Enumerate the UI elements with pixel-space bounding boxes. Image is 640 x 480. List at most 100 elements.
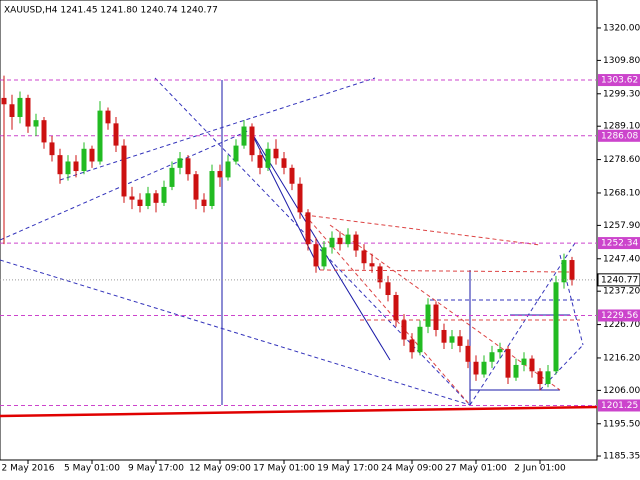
candle-body (553, 282, 559, 372)
candle-body (569, 260, 575, 280)
x-tick-label: 5 May 01:00 (64, 464, 120, 474)
candle-body (521, 358, 527, 365)
candle-body (409, 339, 415, 353)
candle-body (113, 123, 119, 146)
candle-body (145, 193, 151, 206)
candle-body (401, 320, 407, 340)
level-label-box (598, 237, 640, 250)
level-label: 1252.34 (601, 239, 638, 249)
x-tick-label: 17 May 01:00 (253, 464, 315, 474)
y-tick-label: 1299.30 (603, 89, 640, 99)
candle-body (49, 142, 55, 156)
y-tick-label: 1195.50 (603, 419, 640, 429)
x-tick-label: 9 May 17:00 (128, 464, 184, 474)
candle-body (97, 110, 103, 162)
candle-body (137, 199, 143, 206)
y-tick-label: 1309.80 (603, 56, 640, 66)
last-price-box (597, 273, 640, 287)
candle-body (545, 371, 551, 385)
last-price-label: 1240.77 (601, 275, 638, 285)
candle-body (305, 212, 311, 245)
candle-body (81, 148, 87, 172)
candle-body (297, 183, 303, 213)
y-tick-label: 1206.00 (603, 386, 640, 396)
candle-body (33, 120, 39, 127)
candle-body (441, 329, 447, 343)
candle-body (249, 126, 255, 156)
candle-body (25, 97, 31, 127)
candle-body (265, 148, 271, 168)
candle-body (497, 349, 503, 353)
y-tick-label: 1216.20 (603, 353, 640, 363)
candle-body (209, 171, 215, 206)
candle-body (177, 158, 183, 168)
x-tick-label: 24 May 09:00 (381, 464, 443, 474)
candle-body (169, 167, 175, 187)
candle-body (1, 97, 7, 105)
candle-body (361, 250, 367, 264)
candle-body (353, 234, 359, 251)
candle-body (121, 145, 127, 197)
candle-body (41, 120, 47, 143)
level-label-box (598, 399, 640, 412)
candle-body (321, 247, 327, 267)
candle-body (233, 145, 239, 162)
candle-body (473, 361, 479, 375)
y-tick-label: 1237.20 (603, 287, 640, 297)
y-tick-label: 1257.90 (603, 221, 640, 231)
candle-body (185, 158, 191, 175)
y-tick-label: 1320.00 (603, 23, 640, 33)
candle-body (313, 244, 319, 267)
x-tick-label: 12 May 09:00 (189, 464, 251, 474)
candle-body (449, 336, 455, 343)
level-label: 1286.08 (601, 131, 638, 141)
candle-body (201, 199, 207, 206)
candle-body (505, 349, 511, 378)
candle-body (65, 161, 71, 175)
candle-body (345, 234, 351, 245)
candle-body (105, 110, 111, 124)
candle-body (289, 167, 295, 184)
candle-body (425, 304, 431, 327)
candle-body (489, 352, 495, 362)
candle-body (369, 263, 375, 267)
x-tick-label: 2 Jun 01:00 (514, 464, 566, 474)
candle-body (385, 282, 391, 296)
candle-body (561, 260, 567, 283)
candle-body (537, 371, 543, 385)
candle-body (481, 361, 487, 375)
candle-body (329, 237, 335, 248)
candle-body (337, 237, 343, 245)
level-label: 1303.62 (601, 76, 638, 86)
candle-body (57, 155, 63, 175)
y-tick-label: 1226.70 (603, 320, 640, 330)
candle-body (457, 336, 463, 346)
candle-body (281, 158, 287, 168)
header: XAUUSD,H4 1241.45 1241.80 1240.74 1240.7… (4, 6, 218, 16)
candle-body (73, 161, 79, 172)
level-label-box (598, 129, 640, 142)
candle-body (273, 148, 279, 159)
candle-body (193, 174, 199, 200)
x-tick-label: 19 May 17:00 (317, 464, 379, 474)
plot-frame (0, 0, 598, 461)
level-label: 1229.56 (601, 311, 638, 321)
level-label-box (598, 309, 640, 322)
x-tick-label: 2 May 2016 (2, 464, 55, 474)
y-tick-label: 1247.40 (603, 254, 640, 264)
candle-body (465, 345, 471, 362)
candle-body (17, 97, 23, 117)
y-tick-label: 1289.10 (603, 122, 640, 132)
candle-body (241, 126, 247, 146)
level-label: 1201.25 (601, 401, 638, 411)
candle-body (433, 304, 439, 330)
level-label-box (598, 74, 640, 87)
candle-body (513, 364, 519, 378)
candle-body (225, 161, 231, 178)
candle-body (161, 186, 167, 203)
candle-body (257, 155, 263, 168)
y-tick-label: 1185.35 (603, 452, 640, 462)
candle-body (377, 266, 383, 283)
y-tick-label: 1268.10 (603, 188, 640, 198)
